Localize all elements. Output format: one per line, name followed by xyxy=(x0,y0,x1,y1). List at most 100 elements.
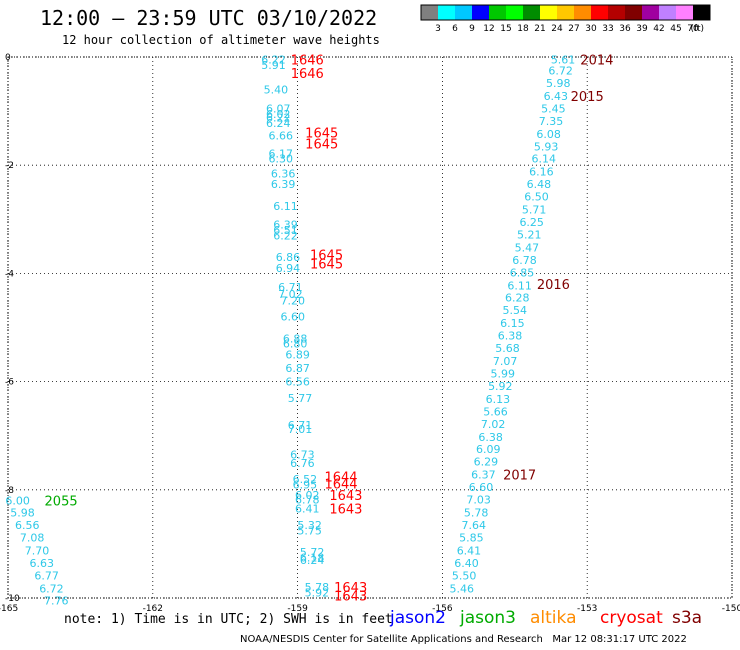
colorbar-tick-label: 24 xyxy=(551,24,563,34)
colorbar-swatch xyxy=(642,5,659,20)
wave-height-point: 6.38 xyxy=(498,330,523,343)
colorbar-swatch xyxy=(608,5,625,20)
colorbar-tick-label: 27 xyxy=(568,24,579,34)
satellite-legend-altika: altika xyxy=(530,608,577,628)
wave-height-point: 5.66 xyxy=(483,405,508,418)
colorbar-swatch xyxy=(421,5,438,20)
wave-height-point: 7.64 xyxy=(462,519,487,532)
wave-height-point: 5.32 xyxy=(297,519,322,532)
wave-height-point: 5.47 xyxy=(515,241,540,254)
colorbar-tick-label: 3 xyxy=(435,24,441,34)
wave-height-point: 6.66 xyxy=(268,129,293,142)
wave-height-point: 6.14 xyxy=(532,153,557,166)
wave-height-point: 6.63 xyxy=(30,557,55,570)
colorbar-tick-label: 9 xyxy=(469,24,475,34)
wave-height-point: 6.41 xyxy=(295,503,320,516)
wave-height-point: 6.76 xyxy=(290,457,315,470)
wave-height-point: 5.50 xyxy=(452,569,477,582)
wave-height-point: 6.08 xyxy=(536,128,561,141)
time-label: 1643 xyxy=(329,503,362,518)
wave-height-point: 6.29 xyxy=(474,456,499,469)
wave-height-point: 6.13 xyxy=(486,393,511,406)
wave-height-point: 5.72 xyxy=(300,546,325,559)
y-tick-label: -10 xyxy=(5,594,20,604)
colorbar-tick-label: 36 xyxy=(619,24,631,34)
wave-height-point: 5.61 xyxy=(551,54,576,67)
wave-height-point: 7.76 xyxy=(44,595,69,608)
wave-height-point: 5.93 xyxy=(534,140,559,153)
wave-height-point: 6.51 xyxy=(273,224,298,237)
colorbar-tick-label: 6 xyxy=(452,24,458,34)
wave-height-point: 6.52 xyxy=(293,473,318,486)
wave-height-point: 5.92 xyxy=(305,587,330,600)
colorbar-swatch xyxy=(625,5,642,20)
wave-height-point: 6.89 xyxy=(285,349,310,362)
x-tick-label: -165 xyxy=(0,604,18,614)
plot-area xyxy=(7,56,733,599)
y-tick-label: -4 xyxy=(5,269,14,279)
wave-height-point: 6.85 xyxy=(510,266,535,279)
time-label: 1644 xyxy=(324,477,357,492)
satellite-legend-s3a: s3a xyxy=(672,608,703,628)
wave-height-point: 6.41 xyxy=(457,544,482,557)
y-tick-label: -8 xyxy=(5,486,14,496)
colorbar-swatch xyxy=(693,5,710,20)
colorbar-tick-label: 45 xyxy=(670,24,681,34)
wave-height-point: 6.56 xyxy=(285,376,310,389)
time-labels: 1646164616451645164516451644164416431643… xyxy=(45,54,614,605)
colorbar-swatch xyxy=(472,5,489,20)
colorbar-tick-label: 30 xyxy=(585,24,597,34)
page-title: 12:00 — 23:59 UTC 03/10/2022 xyxy=(40,6,378,30)
x-tick-label: -150 xyxy=(722,604,740,614)
time-label: 2016 xyxy=(537,278,570,293)
wave-height-point: 6.37 xyxy=(471,469,496,482)
grid-lines xyxy=(7,56,733,599)
colorbar-legend: 3 6 9 12 15 18 21 24 27 30 33 36 39 42 45 70(ft) xyxy=(420,4,711,34)
time-label: 2017 xyxy=(503,469,536,484)
colorbar-swatch xyxy=(574,5,591,20)
wave-height-point: 7.02 xyxy=(481,418,506,431)
colorbar-tick-label: 18 xyxy=(517,24,529,34)
colorbar-swatch xyxy=(506,5,523,20)
wave-height-point: 6.24 xyxy=(266,117,291,130)
wave-height-point: 5.91 xyxy=(261,59,286,72)
colorbar-tick-label: 15 xyxy=(500,24,511,34)
wave-height-point: 6.11 xyxy=(273,200,298,213)
wave-height-point: 6.00 xyxy=(5,495,30,508)
colorbar-swatch xyxy=(659,5,676,20)
wave-height-point: 6.72 xyxy=(39,582,64,595)
wave-height-point: 6.73 xyxy=(290,449,315,462)
colorbar-swatch xyxy=(540,5,557,20)
colorbar-tick-label: 42 xyxy=(653,24,664,34)
wave-height-point: 7.08 xyxy=(20,531,45,544)
wave-height-point: 6.43 xyxy=(544,90,569,103)
colorbar-tick-label: 39 xyxy=(636,24,648,34)
page-subtitle: 12 hour collection of altimeter wave hei… xyxy=(62,33,380,47)
wave-height-point: 6.40 xyxy=(454,557,479,570)
time-label: 1643 xyxy=(334,589,367,604)
wave-height-point: 5.78 xyxy=(305,581,330,594)
wave-height-point: 6.30 xyxy=(268,153,293,166)
wave-height-point: 5.54 xyxy=(503,304,528,317)
wave-height-point: 5.92 xyxy=(488,380,513,393)
y-axis-ticks: 0 -2 -4 -6 -8 -10 xyxy=(5,53,20,604)
wave-height-point: 6.09 xyxy=(476,443,501,456)
time-label: 1645 xyxy=(305,138,338,153)
wave-height-point: 5.21 xyxy=(517,228,542,241)
time-label: 1643 xyxy=(329,489,362,504)
plot-border xyxy=(7,56,733,599)
wave-height-point: 6.88 xyxy=(283,332,308,345)
wave-height-point: 6.87 xyxy=(285,362,310,375)
wave-height-point: 5.98 xyxy=(10,507,35,520)
wave-height-point: 7.01 xyxy=(288,423,313,436)
colorbar-swatch xyxy=(557,5,574,20)
wave-height-point: 6.71 xyxy=(288,419,313,432)
footer-credit: NOAA/NESDIS Center for Satellite Applica… xyxy=(240,634,687,645)
time-label: 1646 xyxy=(291,67,324,82)
wave-height-point: 6.94 xyxy=(276,262,301,275)
wave-height-point: 6.72 xyxy=(548,65,573,78)
wave-height-point: 6.22 xyxy=(266,112,291,125)
wave-height-point: 5.45 xyxy=(541,102,566,115)
wave-height-point: 6.17 xyxy=(268,147,293,160)
wave-height-point: 6.16 xyxy=(529,166,554,179)
